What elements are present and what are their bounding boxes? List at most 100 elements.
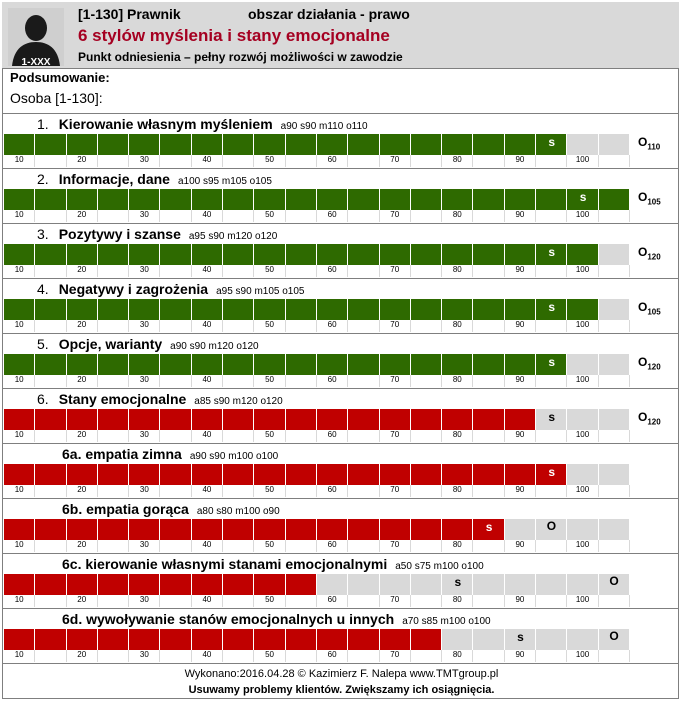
tick-label: 40: [192, 485, 224, 497]
bar-segment-filled: [285, 134, 317, 155]
tick-label: 70: [380, 375, 411, 387]
row-scores: a95 s90 m120 o120: [188, 231, 278, 242]
s-marker: s: [485, 520, 493, 534]
bar-segment-filled: [129, 299, 161, 320]
bar-segment-filled: [4, 134, 36, 155]
tick-label: [599, 155, 630, 167]
tick-label: [223, 320, 255, 332]
bar-segment-filled: [348, 189, 380, 210]
tick-label: [160, 210, 192, 222]
s-marker: s: [548, 355, 556, 369]
area-label: obszar działania - prawo: [248, 6, 410, 22]
bar-segment-filled: [442, 244, 474, 265]
tick-label: 60: [317, 375, 349, 387]
bar-segment-filled: [129, 134, 161, 155]
tick-label: 30: [129, 265, 161, 277]
tick-label: 30: [129, 650, 161, 662]
metric-row: 2. Informacje, dane a100 s95 m105 o105 s O10…: [2, 169, 679, 224]
tick-label: [286, 540, 317, 552]
bar-segment-filled: [504, 299, 537, 320]
tick-label: 90: [505, 210, 537, 222]
bar-segment-filled: [66, 299, 98, 320]
tick-label: [286, 155, 317, 167]
row-title-text: Informacje, dane: [58, 171, 170, 187]
tick-label: [348, 375, 380, 387]
tick-label: [348, 540, 380, 552]
bar-segment-filled: [442, 134, 474, 155]
bar-segment-empty: [598, 299, 630, 320]
bar-segment-filled: [316, 134, 349, 155]
row-separator: [2, 443, 679, 444]
bar-segment-filled: [348, 409, 380, 430]
tick-label: [599, 320, 630, 332]
tick-label: [35, 650, 67, 662]
tick-label: 80: [442, 485, 474, 497]
avatar: 1-XXX: [8, 8, 64, 66]
bar-segment-filled: [316, 299, 349, 320]
tick-label: 20: [67, 595, 98, 607]
tick-label: [473, 320, 505, 332]
bar-segment-filled: [97, 244, 130, 265]
page-subtitle: Punkt odniesienia – pełny rozwój możliwo…: [78, 50, 403, 64]
bar-segment-filled: [316, 409, 349, 430]
o-marker-label: O: [638, 410, 648, 424]
s-marker: s: [548, 410, 556, 424]
tick-label: 90: [505, 650, 537, 662]
tick-label: [348, 650, 380, 662]
bar-segment-filled: [410, 134, 443, 155]
s-marker: s: [579, 190, 587, 204]
bar-segment-filled: [35, 134, 67, 155]
tick-label: 50: [254, 650, 286, 662]
bar-segment-filled: [254, 299, 286, 320]
row-title: 6d. wywoływanie stanów emocjonalnych u i…: [62, 611, 491, 627]
tick-label: [223, 210, 255, 222]
role-label: [1-130] Prawnik: [78, 6, 181, 22]
bar-segment-filled: [191, 519, 224, 540]
bar-segment-filled: [66, 574, 98, 595]
bar-segment-filled: [285, 464, 317, 485]
o-marker-value: 120: [647, 252, 661, 262]
score-bar: [4, 299, 630, 320]
metric-row: 1. Kierowanie własnym myśleniem a90 s90 m1…: [2, 114, 679, 169]
bar-segment-empty: [567, 574, 599, 595]
tick-label: [536, 485, 568, 497]
row-number: 5.: [37, 336, 49, 352]
bar-segment-filled: [191, 574, 224, 595]
tick-label: [411, 320, 443, 332]
tick-label: [286, 375, 317, 387]
bar-segment-filled: [410, 629, 443, 650]
row-separator: [2, 223, 679, 224]
tick-label: 30: [129, 485, 161, 497]
score-bar: [4, 519, 630, 540]
tick-label: 20: [67, 485, 98, 497]
bar-segment-filled: [254, 244, 286, 265]
tick-label: [473, 430, 505, 442]
row-number: 4.: [37, 281, 49, 297]
tick-label: [160, 650, 192, 662]
tick-label: 70: [380, 430, 411, 442]
bar-segment-empty: [567, 464, 599, 485]
tick-label: 100: [567, 540, 599, 552]
tick-label: [536, 540, 568, 552]
tick-label: [223, 430, 255, 442]
bar-segment-filled: [4, 519, 36, 540]
row-title-text: 6d. wywoływanie stanów emocjonalnych u i…: [62, 611, 395, 627]
bar-segment-filled: [285, 189, 317, 210]
bar-segment-filled: [254, 409, 286, 430]
tick-label: [599, 485, 630, 497]
tick-label: 70: [380, 595, 411, 607]
bar-segment-empty: [536, 629, 568, 650]
tick-label: 100: [567, 320, 599, 332]
row-scores: a50 s75 m100 o100: [395, 561, 484, 572]
row-separator: [2, 113, 679, 114]
bar-segment-filled: [160, 629, 192, 650]
tick-label: 60: [317, 540, 349, 552]
o-marker-value: 120: [647, 362, 661, 372]
tick-label: 60: [317, 210, 349, 222]
tick-label: [473, 485, 505, 497]
o-marker-label: O: [638, 245, 648, 259]
tick-label: [98, 540, 130, 552]
bar-segment-filled: [442, 409, 474, 430]
bar-segment-filled: [504, 464, 537, 485]
bar-segment-filled: [410, 464, 443, 485]
